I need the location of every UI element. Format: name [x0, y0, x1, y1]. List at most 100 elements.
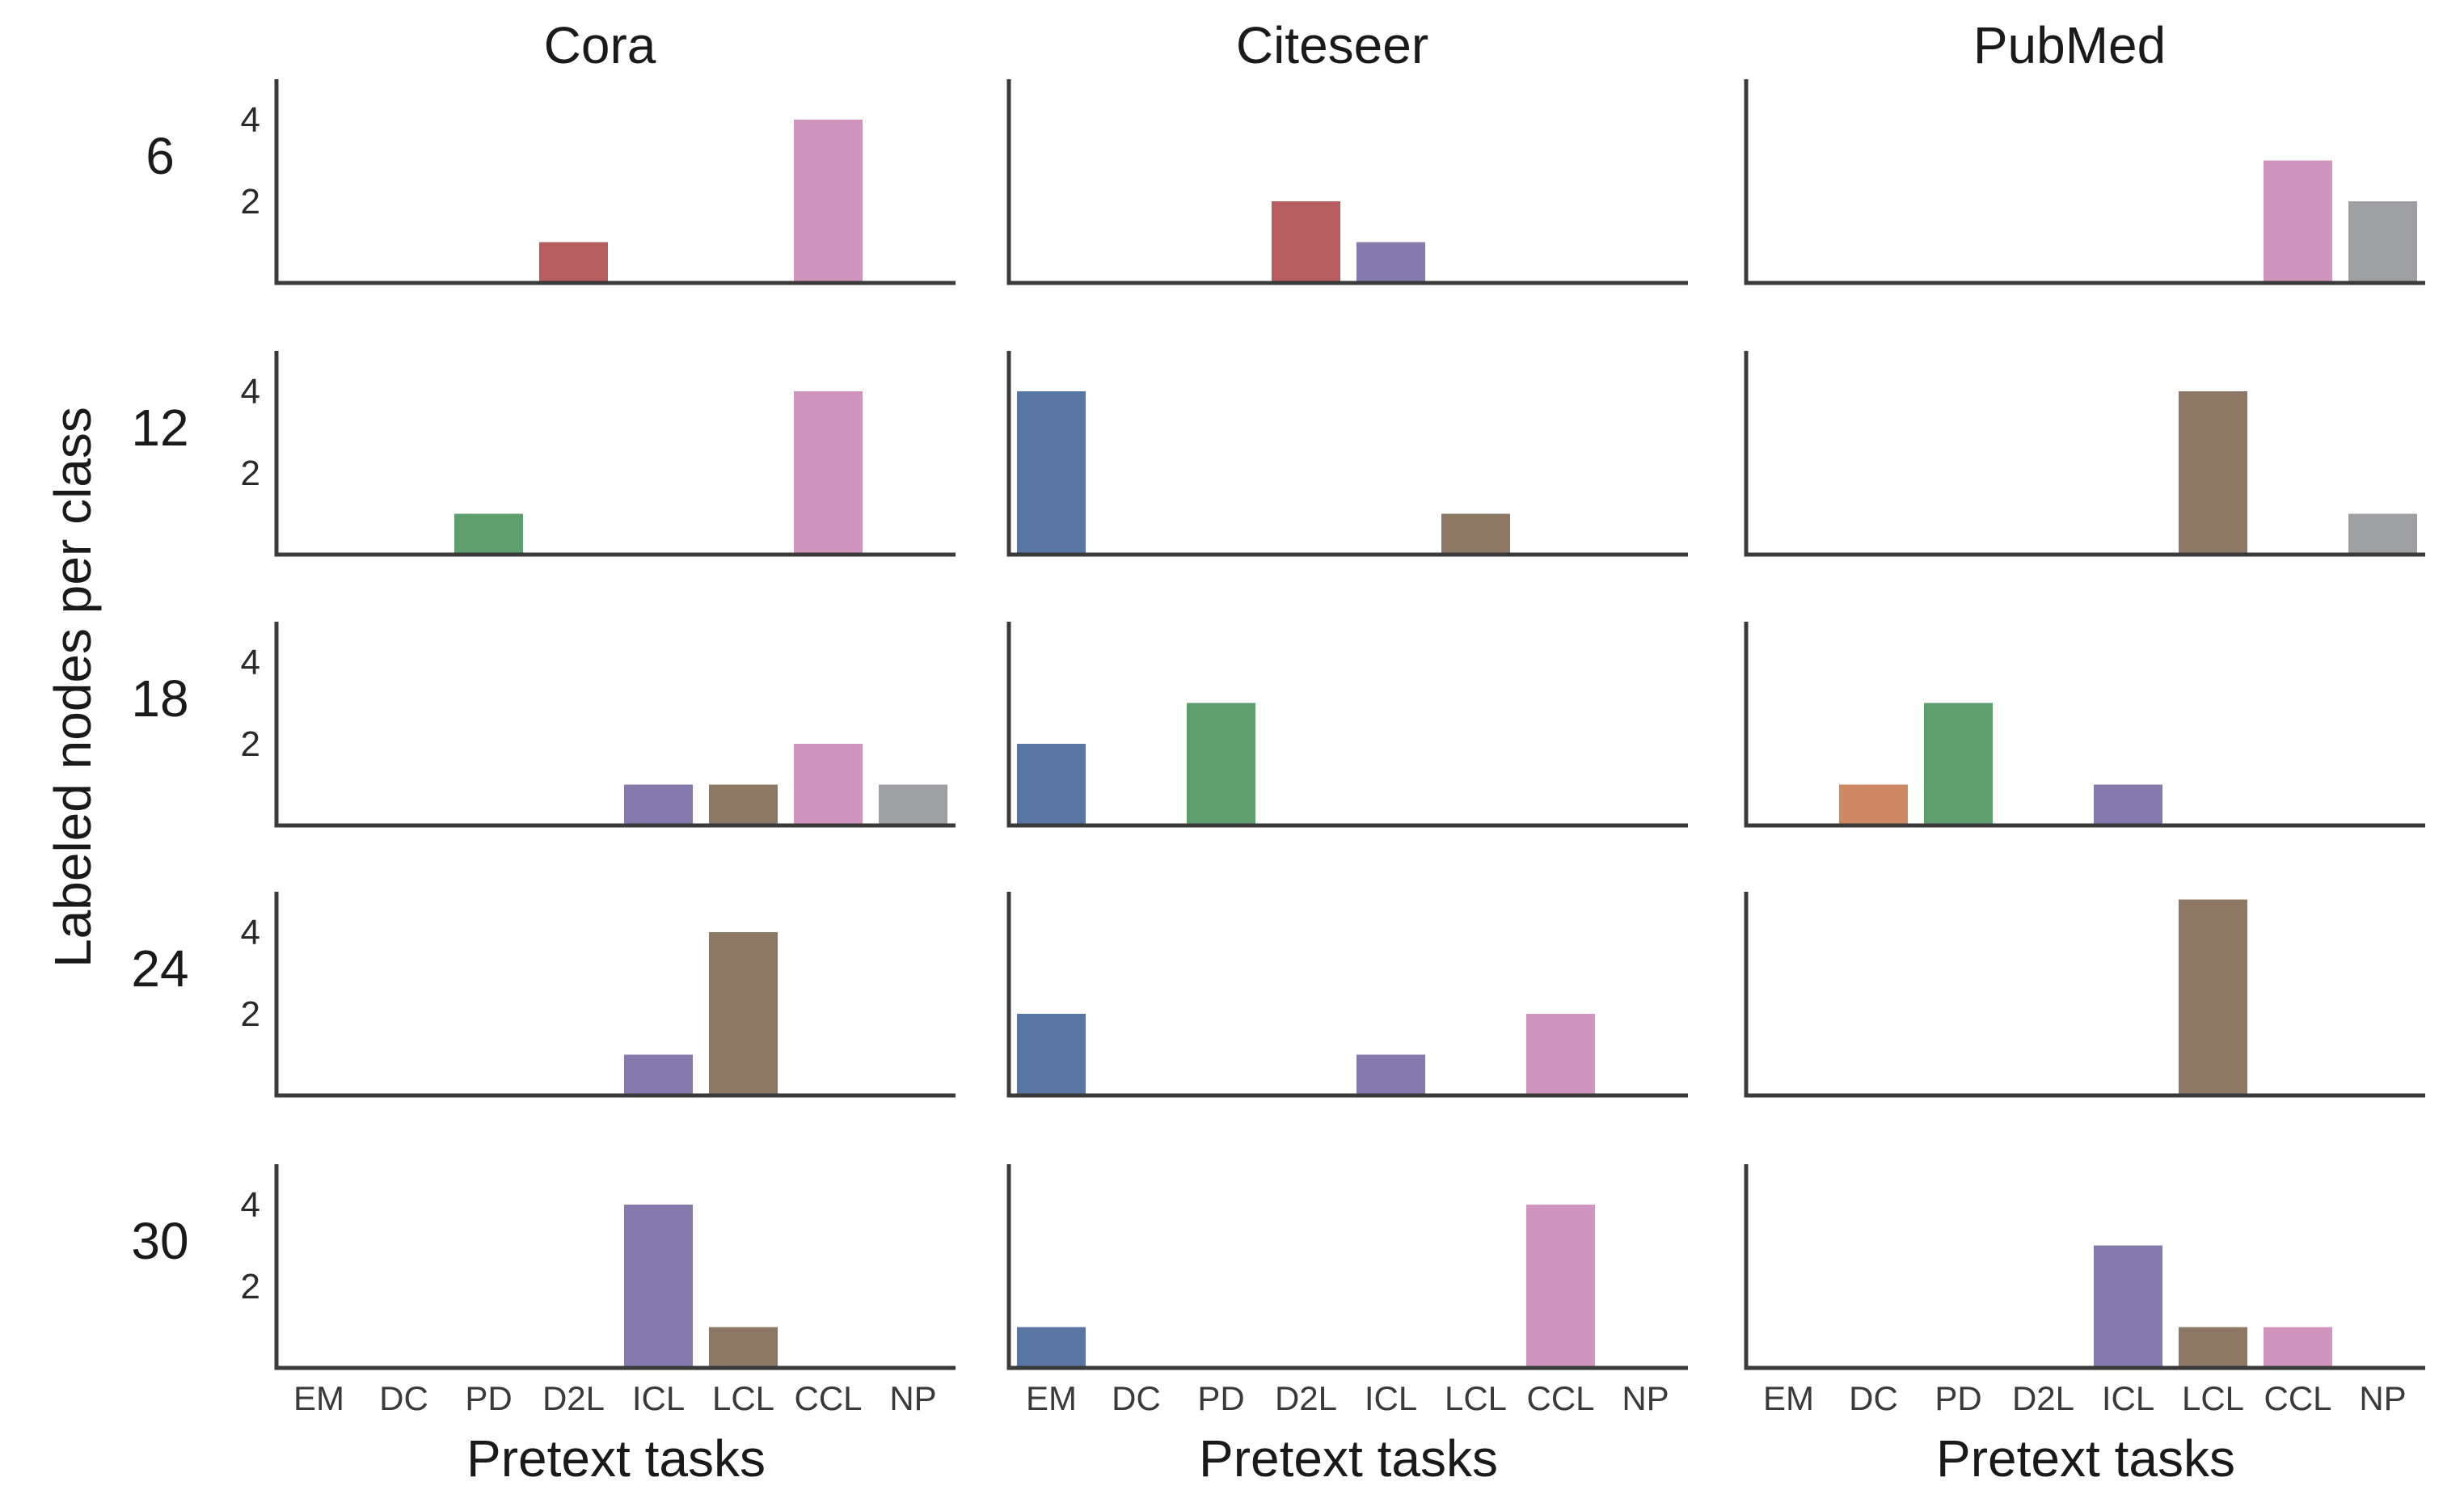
bar-lcl	[1441, 513, 1510, 555]
panel-citeseer-18	[1006, 622, 1688, 828]
bar-icl	[2094, 784, 2162, 825]
bar-lcl	[2179, 1327, 2247, 1368]
axis-lines	[1744, 1164, 2425, 1370]
column-title-pubmed: PubMed	[1973, 16, 2166, 74]
bar-pd	[1187, 703, 1255, 825]
axis-lines	[1006, 1164, 1688, 1370]
bar-lcl	[709, 784, 778, 825]
x-tick-label-ccl: CCL	[1526, 1379, 1594, 1417]
x-tick-label-pd: PD	[465, 1379, 512, 1417]
bar-ccl	[794, 120, 863, 283]
x-tick-label-dc: DC	[379, 1379, 428, 1417]
bar-icl	[1356, 1054, 1425, 1095]
panel-cora-18: 24	[241, 622, 956, 828]
x-tick-label-ccl: CCL	[2264, 1379, 2331, 1417]
bar-lcl	[2179, 391, 2247, 555]
bar-ccl	[2264, 1327, 2332, 1368]
bar-icl	[624, 1205, 693, 1368]
bar-np	[2348, 513, 2417, 555]
column-title-citeseer: Citeseer	[1236, 16, 1428, 74]
panel-pubmed-6	[1744, 79, 2425, 285]
x-tick-label-em: EM	[1763, 1379, 1814, 1417]
panel-pubmed-12	[1744, 351, 2425, 557]
panel-pubmed-18	[1744, 622, 2425, 828]
row-label-24: 24	[131, 939, 188, 998]
axis-lines	[274, 351, 956, 557]
bar-ccl	[1526, 1205, 1595, 1368]
y-tick-label: 2	[241, 454, 260, 493]
x-tick-label-icl: ICL	[2102, 1379, 2154, 1417]
column-title-cora: Cora	[544, 16, 656, 74]
x-tick-label-np: NP	[889, 1379, 936, 1417]
x-tick-label-lcl: LCL	[2182, 1379, 2244, 1417]
axis-lines	[1744, 351, 2425, 557]
bar-d2l	[539, 242, 608, 283]
bar-np	[2348, 201, 2417, 283]
bar-em	[1017, 744, 1086, 825]
row-label-30: 30	[131, 1212, 188, 1270]
bar-dc	[1839, 784, 1908, 825]
panel-citeseer-6	[1006, 79, 1688, 285]
y-tick-label: 2	[241, 994, 260, 1034]
x-tick-label-dc: DC	[1849, 1379, 1898, 1417]
x-tick-label-icl: ICL	[632, 1379, 685, 1417]
panel-citeseer-30: EM DC PD D2L ICL LCL CCL NP Pretext tasks	[1006, 1164, 1688, 1488]
x-tick-label-pd: PD	[1934, 1379, 1981, 1417]
bar-pd	[454, 513, 523, 555]
axis-lines	[1006, 892, 1688, 1098]
y-tick-label: 2	[241, 182, 260, 222]
axis-lines	[274, 79, 956, 285]
axis-lines	[1744, 622, 2425, 828]
axis-lines	[1744, 79, 2425, 285]
bar-icl	[624, 1054, 693, 1095]
y-tick-label: 4	[241, 643, 260, 682]
bar-ccl	[794, 744, 863, 825]
bar-lcl	[709, 932, 778, 1095]
axis-lines	[1006, 351, 1688, 557]
x-tick-label-d2l: D2L	[2012, 1379, 2074, 1417]
x-tick-label-lcl: LCL	[1445, 1379, 1507, 1417]
bar-lcl	[2179, 899, 2247, 1095]
x-tick-label-em: EM	[1026, 1379, 1077, 1417]
panel-cora-6: 24	[241, 79, 956, 285]
bar-ccl	[2264, 160, 2332, 283]
x-axis-title: Pretext tasks	[1936, 1429, 2235, 1488]
bar-em	[1017, 1327, 1086, 1368]
row-label-12: 12	[131, 399, 188, 457]
panel-cora-24: 24	[241, 892, 956, 1098]
bar-ccl	[1526, 1014, 1595, 1095]
y-tick-label: 2	[241, 1267, 260, 1306]
x-axis-title: Pretext tasks	[1199, 1429, 1498, 1488]
axis-lines	[1744, 892, 2425, 1098]
panel-citeseer-24	[1006, 892, 1688, 1098]
bar-em	[1017, 1014, 1086, 1095]
axis-lines	[274, 892, 956, 1098]
x-tick-label-em: EM	[293, 1379, 344, 1417]
panel-citeseer-12	[1006, 351, 1688, 557]
panel-pubmed-24	[1744, 892, 2425, 1098]
x-tick-label-lcl: LCL	[712, 1379, 774, 1417]
panel-pubmed-30: EM DC PD D2L ICL LCL CCL NP Pretext tasks	[1744, 1164, 2425, 1488]
x-tick-label-d2l: D2L	[1275, 1379, 1337, 1417]
y-axis-title: Labeled nodes per class	[44, 407, 102, 968]
x-tick-label-ccl: CCL	[794, 1379, 862, 1417]
x-tick-label-dc: DC	[1112, 1379, 1161, 1417]
y-tick-label: 4	[241, 100, 260, 140]
x-tick-label-np: NP	[2359, 1379, 2406, 1417]
row-label-18: 18	[131, 669, 188, 728]
bar-icl	[624, 784, 693, 825]
x-axis-title: Pretext tasks	[466, 1429, 766, 1488]
bar-em	[1017, 391, 1086, 555]
bar-lcl	[709, 1327, 778, 1368]
bar-pd	[1924, 703, 1993, 825]
axis-lines	[274, 1164, 956, 1370]
axis-lines	[274, 622, 956, 828]
bar-icl	[2094, 1245, 2162, 1368]
x-tick-label-d2l: D2L	[542, 1379, 605, 1417]
row-label-6: 6	[146, 127, 175, 185]
y-tick-label: 4	[241, 1185, 260, 1225]
bar-icl	[1356, 242, 1425, 283]
y-tick-label: 4	[241, 372, 260, 412]
